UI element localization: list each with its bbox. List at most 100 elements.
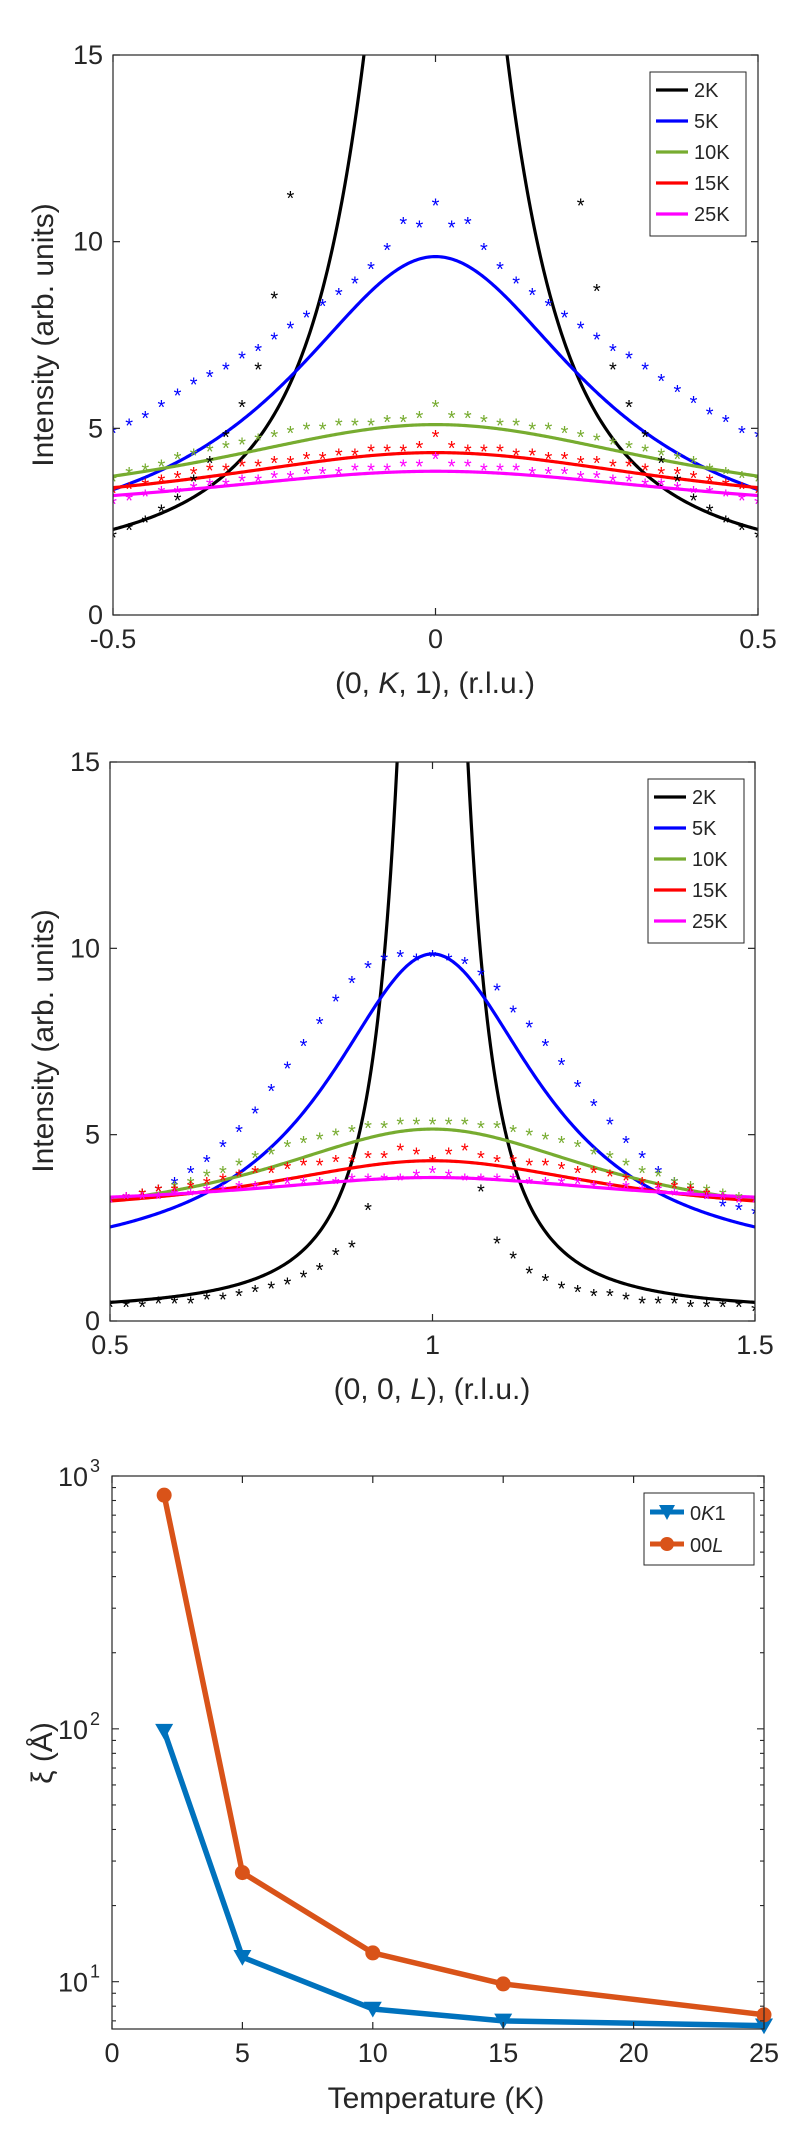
data-point-10k: * bbox=[270, 427, 278, 449]
data-point-25k: * bbox=[445, 1167, 453, 1189]
data-point-25k: * bbox=[541, 1174, 549, 1196]
data-point-25k: * bbox=[316, 1174, 324, 1196]
data-point-5k: * bbox=[464, 214, 472, 236]
data-point-15k: * bbox=[335, 445, 343, 467]
data-point-2k: * bbox=[206, 453, 214, 475]
data-point-2k: * bbox=[477, 1182, 485, 1204]
data-point-25k: * bbox=[141, 487, 149, 509]
data-point-5k: * bbox=[300, 1036, 308, 1058]
data-point-10k: * bbox=[251, 1148, 259, 1170]
data-point-25k: * bbox=[351, 460, 359, 482]
data-point-15k: * bbox=[558, 1159, 566, 1181]
data-point-10k: * bbox=[235, 1155, 243, 1177]
panel-xi-markers bbox=[155, 1487, 773, 2035]
data-point-15k: * bbox=[432, 427, 440, 449]
data-point-2k: * bbox=[238, 397, 246, 419]
data-point-10k: * bbox=[222, 438, 230, 460]
data-point-5k: * bbox=[574, 1077, 582, 1099]
y-tick-label: 10 bbox=[70, 933, 100, 963]
data-point-15k: * bbox=[687, 1182, 695, 1204]
data-point-5k: * bbox=[109, 423, 117, 445]
data-point-10k: * bbox=[286, 423, 294, 445]
data-point-2k: * bbox=[283, 1275, 291, 1297]
data-point-2k: * bbox=[735, 1297, 743, 1319]
panel-xi-axes-box bbox=[111, 1475, 765, 2030]
data-point-2k: * bbox=[300, 1267, 308, 1289]
data-point-25k: * bbox=[754, 494, 762, 516]
panel-00l-markers: * * * * * * * * * * * * * ** ****** * * * * * * * * * * * * * ** * * * *… bbox=[110, 749, 755, 1321]
fit-line-2k bbox=[113, 55, 758, 531]
data-point-5k: * bbox=[590, 1096, 598, 1118]
data-point-10k: * bbox=[174, 449, 182, 471]
data-point-15k: * bbox=[286, 453, 294, 475]
data-point-10k: * bbox=[415, 408, 423, 430]
data-point-15k: * bbox=[222, 460, 230, 482]
data-point-25k: * bbox=[319, 464, 327, 486]
data-point-5k: * bbox=[706, 404, 714, 426]
data-point-5k: * bbox=[657, 371, 665, 393]
data-point-25k: * bbox=[125, 490, 133, 512]
panel-0k1-x-label: (0, K, 1), (r.l.u.) bbox=[335, 667, 535, 700]
data-point-2k: * bbox=[364, 1200, 372, 1222]
data-point-10k: * bbox=[670, 1174, 678, 1196]
data-point-10k: * bbox=[380, 1118, 388, 1140]
data-point-5k: * bbox=[561, 307, 569, 329]
data-point-5k: * bbox=[512, 274, 520, 296]
data-point-0k1 bbox=[155, 1723, 174, 1740]
data-point-5k: * bbox=[222, 360, 230, 382]
data-point-25k: * bbox=[235, 1178, 243, 1200]
fit-line-25k bbox=[110, 1175, 755, 1199]
data-point-2k: * bbox=[187, 1293, 195, 1315]
legend-label-2k: 2K bbox=[694, 80, 719, 102]
legend-label-00l: 00L bbox=[690, 1535, 723, 1557]
data-point-10k: * bbox=[238, 434, 246, 456]
data-point-10k: * bbox=[509, 1122, 517, 1144]
data-point-5k: * bbox=[719, 1196, 727, 1218]
panel-00l-legend[interactable]: 2K 5K 10K 15K 25K bbox=[647, 778, 745, 944]
data-point-2k: * bbox=[303, 39, 311, 61]
data-point-2k: * bbox=[380, 749, 388, 771]
data-point-15k: * bbox=[351, 445, 359, 467]
data-point-25k: * bbox=[206, 475, 214, 497]
data-point-15k: * bbox=[383, 442, 391, 464]
panel-0k1-legend[interactable]: 2K 5K 10K 15K 25K bbox=[649, 71, 747, 237]
data-point-10k: * bbox=[125, 464, 133, 486]
data-point-5k: * bbox=[461, 954, 469, 976]
data-point-10k: * bbox=[267, 1144, 275, 1166]
panel-00l-y-axis: 0 5 10 15 bbox=[70, 747, 755, 1336]
data-point-5k: * bbox=[429, 947, 437, 969]
fit-line-25k bbox=[113, 469, 758, 498]
data-point-2k: * bbox=[541, 1271, 549, 1293]
data-point-10k: * bbox=[109, 472, 117, 494]
fit-line-10k bbox=[113, 423, 758, 478]
data-point-5k: * bbox=[641, 360, 649, 382]
data-point-15k: * bbox=[251, 1163, 259, 1185]
data-point-25k: * bbox=[415, 457, 423, 479]
data-point-10k: * bbox=[399, 412, 407, 434]
data-point-25k: * bbox=[303, 464, 311, 486]
legend-marker-0k1 bbox=[659, 1505, 675, 1520]
data-point-2k: * bbox=[657, 453, 665, 475]
data-point-15k: * bbox=[396, 1141, 404, 1163]
data-point-10k: * bbox=[154, 1182, 162, 1204]
data-point-25k: * bbox=[558, 1174, 566, 1196]
data-point-15k: * bbox=[125, 479, 133, 501]
panel-00l-x-axis: 0.5 1 1.5 bbox=[91, 762, 774, 1360]
panel-00l-fit-lines bbox=[110, 762, 755, 1304]
legend-label-5k: 5K bbox=[694, 111, 719, 133]
data-point-10k: * bbox=[300, 1133, 308, 1155]
data-point-5k: * bbox=[171, 1174, 179, 1196]
data-point-2k: * bbox=[574, 1282, 582, 1304]
data-point-25k: * bbox=[590, 1178, 598, 1200]
data-point-10k: * bbox=[590, 1144, 598, 1166]
data-point-5k: * bbox=[219, 1137, 227, 1159]
data-point-5k: * bbox=[190, 375, 198, 397]
fit-line-10k bbox=[110, 1127, 755, 1203]
data-point-25k: * bbox=[544, 464, 552, 486]
data-point-10k: * bbox=[606, 1148, 614, 1170]
data-point-15k: * bbox=[496, 442, 504, 464]
data-point-10k: * bbox=[303, 419, 311, 441]
